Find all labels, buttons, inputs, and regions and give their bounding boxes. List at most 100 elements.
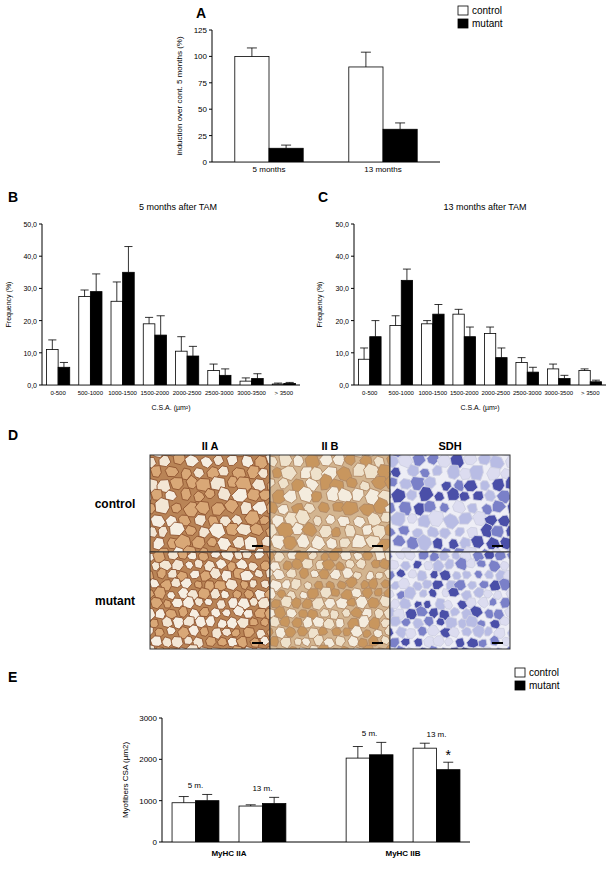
error-bar	[529, 367, 537, 372]
panel-3: E01000200030005 m.13 m.5 m.13 m.MyHC IIA…	[8, 667, 560, 858]
error-bar	[157, 316, 165, 335]
micrograph	[390, 455, 510, 552]
plot-area	[358, 269, 601, 385]
fiber	[249, 597, 259, 606]
fiber	[194, 559, 203, 569]
micrograph-bg	[390, 552, 510, 649]
error-bar	[403, 269, 411, 280]
y-tick	[159, 842, 162, 843]
fiber	[294, 638, 302, 646]
y-tick-label: 100	[194, 52, 208, 61]
bar	[239, 806, 262, 842]
fiber	[162, 616, 173, 627]
fiber	[447, 487, 460, 500]
panel-letter: D	[8, 427, 18, 443]
fiber	[324, 598, 336, 609]
fiber	[463, 455, 477, 465]
fiber	[445, 617, 457, 629]
fiber	[473, 587, 484, 598]
fiber	[200, 457, 213, 469]
fiber	[330, 569, 341, 580]
fiber	[227, 455, 238, 465]
fiber	[150, 645, 156, 650]
micrograph-bg	[390, 455, 510, 552]
y-tick-label: 50	[198, 105, 207, 114]
fiber	[260, 516, 270, 525]
fiber	[336, 598, 349, 609]
fiber	[157, 568, 166, 579]
bar	[349, 67, 383, 162]
fiber	[462, 571, 471, 579]
fiber	[398, 548, 412, 552]
y-tick-label: 50,0	[23, 221, 37, 228]
micrograph-frame	[390, 455, 510, 552]
fiber	[266, 568, 270, 578]
fiber	[181, 488, 191, 500]
fiber	[401, 618, 411, 627]
fiber	[418, 552, 429, 560]
fiber	[168, 570, 178, 579]
micrograph-frame	[150, 552, 270, 649]
fiber	[500, 598, 510, 609]
fiber	[502, 637, 510, 646]
fiber	[267, 501, 270, 515]
fiber	[466, 559, 475, 568]
bar	[123, 272, 135, 385]
fiber	[489, 598, 497, 607]
error-bar	[353, 747, 363, 759]
fiber	[459, 513, 473, 525]
scale-bar	[372, 545, 383, 547]
error-bar	[242, 378, 250, 381]
error-bar	[189, 346, 197, 356]
fiber	[486, 537, 501, 551]
fiber	[440, 502, 450, 513]
fiber	[433, 559, 445, 572]
category-label: 13 m.	[427, 730, 447, 739]
fiber	[467, 503, 477, 513]
fiber	[210, 588, 220, 599]
fiber	[159, 455, 171, 466]
fiber	[363, 630, 372, 638]
bar	[401, 280, 412, 385]
fiber	[405, 629, 416, 639]
micrograph-frame	[270, 455, 390, 552]
fiber	[335, 636, 346, 647]
y-tick-label: 40,0	[335, 253, 349, 260]
scale-bar	[492, 642, 503, 644]
micrograph-bg	[150, 455, 270, 552]
panel-d: DII AII BSDHcontrolmutant	[8, 427, 529, 668]
fiber	[348, 635, 360, 647]
category-label: 5 m.	[362, 729, 378, 738]
bar	[527, 372, 538, 385]
fiber	[270, 588, 276, 600]
fiber	[462, 627, 472, 636]
fiber	[419, 590, 427, 598]
legend-label: mutant	[472, 18, 503, 29]
error-bar	[434, 305, 442, 315]
fiber	[439, 570, 451, 581]
y-tick	[39, 385, 42, 386]
fiber	[278, 478, 289, 489]
fiber	[369, 546, 384, 552]
legend: controlmutant	[458, 5, 503, 29]
bar	[370, 755, 393, 842]
fiber	[429, 588, 438, 598]
category-label: 5 m.	[188, 781, 204, 790]
y-tick	[351, 385, 354, 386]
fiber	[427, 526, 439, 537]
y-tick-label: 0,0	[27, 382, 37, 389]
error-bar	[466, 327, 474, 337]
y-tick-label: 40,0	[23, 253, 37, 260]
legend-swatch	[515, 668, 525, 677]
y-axis	[42, 224, 43, 385]
fiber	[255, 548, 265, 552]
fiber	[344, 455, 355, 466]
fiber	[381, 580, 390, 588]
fiber	[325, 514, 335, 524]
fiber	[338, 488, 353, 503]
fiber	[385, 524, 390, 536]
bar	[208, 371, 220, 385]
micrograph-frame	[390, 552, 510, 649]
fiber	[270, 616, 280, 627]
micrograph-frame	[270, 552, 390, 649]
